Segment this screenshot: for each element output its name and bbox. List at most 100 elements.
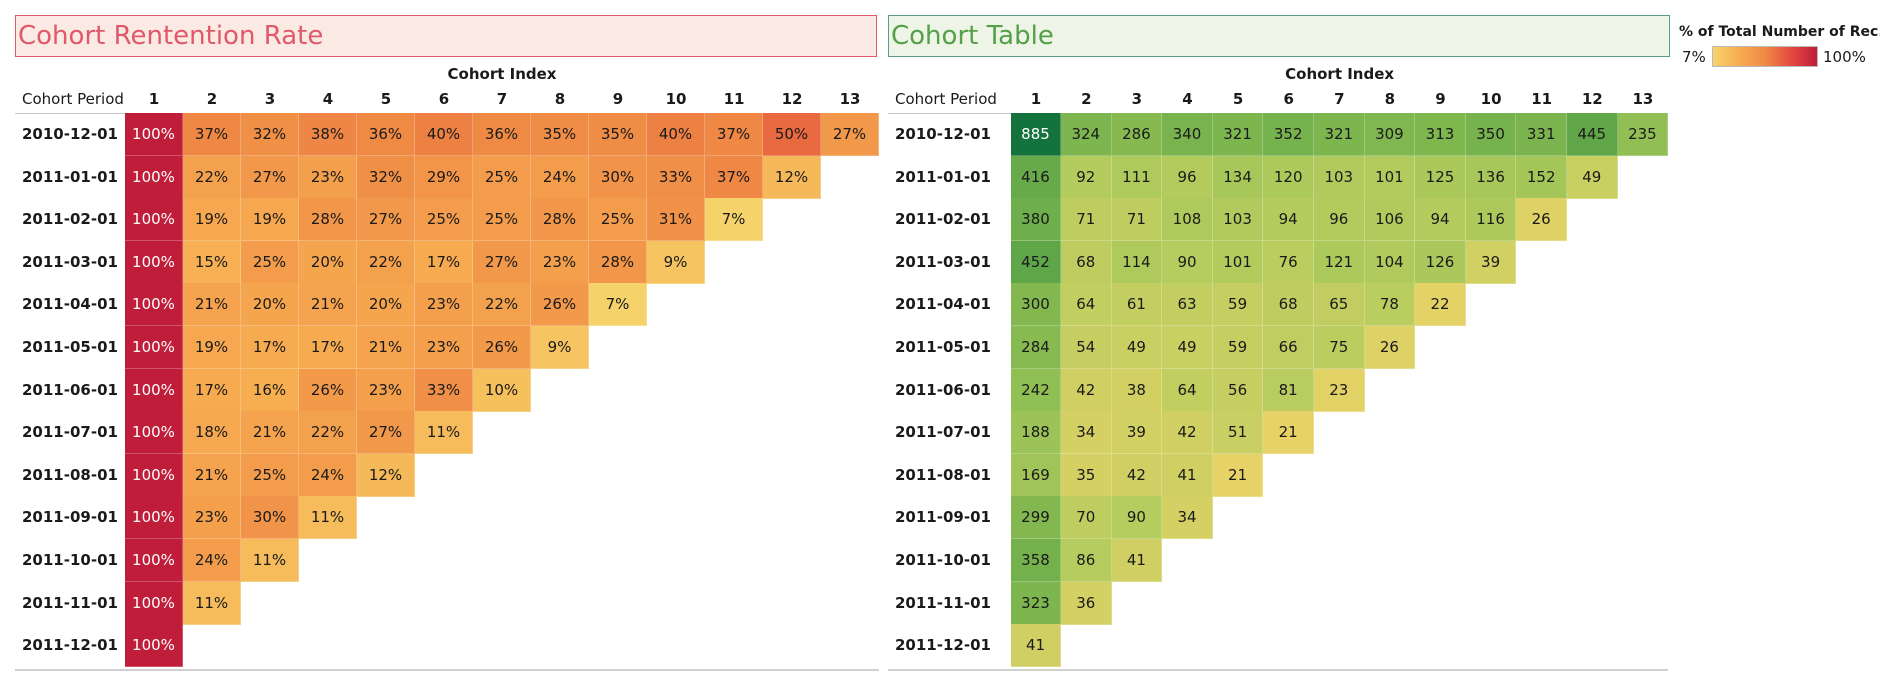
- heatmap-cell: 313: [1415, 113, 1466, 157]
- heatmap-cell: 100%: [125, 581, 183, 625]
- heatmap-cell: 134: [1212, 155, 1264, 199]
- heatmap-cell: 17%: [241, 326, 299, 370]
- heatmap-cell: 23%: [415, 326, 473, 370]
- heatmap-cell: 20%: [299, 240, 357, 284]
- heatmap-cell: 70: [1061, 496, 1112, 540]
- heatmap-cell: 23%: [531, 240, 589, 284]
- heatmap-cell: 19%: [183, 198, 241, 242]
- heatmap-cell: 11%: [299, 496, 357, 540]
- heatmap-cell: 416: [1011, 155, 1061, 199]
- heatmap-cell: 323: [1011, 581, 1061, 625]
- heatmap-cell: 65: [1314, 283, 1365, 327]
- heatmap-cell: 22%: [357, 240, 415, 284]
- row-label: 2011-01-01: [895, 167, 991, 186]
- row-label: 2011-08-01: [22, 465, 118, 484]
- heatmap-cell: 54: [1061, 326, 1112, 370]
- heatmap-cell: 16%: [241, 368, 299, 412]
- heatmap-cell: 32%: [357, 155, 415, 199]
- heatmap-cell: 21%: [183, 453, 241, 497]
- heatmap-cell: 31%: [647, 198, 705, 242]
- column-header: 1: [148, 90, 160, 108]
- heatmap-cell: 21%: [241, 411, 299, 455]
- heatmap-cell: 38: [1111, 368, 1163, 412]
- column-header: 6: [1283, 90, 1294, 108]
- heatmap-cell: 41: [1111, 539, 1163, 583]
- heatmap-cell: 11%: [183, 581, 241, 625]
- heatmap-cell: 39: [1465, 240, 1517, 284]
- heatmap-cell: 68: [1061, 240, 1112, 284]
- heatmap-cell: 15%: [183, 240, 241, 284]
- row-label: 2011-08-01: [895, 465, 991, 484]
- row-label: 2011-12-01: [22, 636, 118, 655]
- heatmap-cell: 34: [1162, 496, 1213, 540]
- heatmap-cell: 24%: [299, 453, 357, 497]
- heatmap-cell: 76: [1263, 240, 1314, 284]
- heatmap-cell: 49: [1162, 326, 1213, 370]
- heatmap-cell: 120: [1263, 155, 1314, 199]
- heatmap-cell: 92: [1061, 155, 1112, 199]
- heatmap-cell: 39: [1111, 411, 1163, 455]
- row-label: 2011-02-01: [22, 210, 118, 229]
- heatmap-cell: 66: [1263, 326, 1314, 370]
- heatmap-cell: 235: [1617, 113, 1669, 157]
- heatmap-cell: 309: [1364, 113, 1416, 157]
- heatmap-cell: 106: [1364, 198, 1416, 242]
- heatmap-cell: 68: [1263, 283, 1314, 327]
- heatmap-cell: 100%: [125, 496, 183, 540]
- heatmap-cell: 358: [1011, 539, 1061, 583]
- heatmap-cell: 24%: [531, 155, 589, 199]
- heatmap-cell: 38%: [299, 113, 357, 157]
- heatmap-cell: 321: [1212, 113, 1264, 157]
- column-header: 13: [1632, 90, 1654, 108]
- cohort-index-axis-title: Cohort Index: [447, 65, 557, 83]
- heatmap-cell: 25%: [241, 240, 299, 284]
- heatmap-cell: 49: [1111, 326, 1163, 370]
- heatmap-cell: 26%: [473, 326, 531, 370]
- row-label: 2011-09-01: [895, 508, 991, 527]
- column-header: 12: [781, 90, 803, 108]
- heatmap-cell: 59: [1212, 326, 1264, 370]
- heatmap-cell: 30%: [589, 155, 647, 199]
- column-header: 8: [554, 90, 566, 108]
- heatmap-cell: 350: [1465, 113, 1517, 157]
- row-label: 2011-10-01: [22, 551, 118, 569]
- row-label: 2011-03-01: [22, 252, 118, 271]
- heatmap-cell: 30%: [241, 496, 299, 540]
- heatmap-cell: 100%: [125, 411, 183, 455]
- heatmap-cell: 81: [1263, 368, 1314, 412]
- heatmap-cell: 126: [1415, 240, 1466, 284]
- table-bottom-border: [888, 668, 1668, 671]
- column-header: 10: [1480, 90, 1502, 108]
- heatmap-cell: 286: [1111, 113, 1163, 157]
- heatmap-cell: 111: [1111, 155, 1163, 199]
- heatmap-cell: 452: [1011, 240, 1061, 284]
- heatmap-cell: 33%: [415, 368, 473, 412]
- row-label: 2011-01-01: [22, 167, 118, 186]
- row-label: 2010-12-01: [895, 125, 991, 143]
- heatmap-cell: 121: [1314, 240, 1365, 284]
- heatmap-cell: 100%: [125, 198, 183, 242]
- row-label: 2011-06-01: [895, 380, 991, 399]
- heatmap-cell: 28%: [589, 240, 647, 284]
- heatmap-cell: 34: [1061, 411, 1112, 455]
- heatmap-cell: 100%: [125, 240, 183, 284]
- column-header: 4: [1182, 90, 1193, 108]
- heatmap-cell: 40%: [415, 113, 473, 157]
- heatmap-cell: 12%: [357, 453, 415, 497]
- heatmap-cell: 50%: [763, 113, 821, 157]
- heatmap-cell: 96: [1162, 155, 1213, 199]
- heatmap-cell: 21%: [299, 283, 357, 327]
- heatmap-cell: 61: [1111, 283, 1163, 327]
- heatmap-cell: 17%: [299, 326, 357, 370]
- heatmap-cell: 27%: [357, 198, 415, 242]
- heatmap-cell: 108: [1162, 198, 1213, 242]
- heatmap-cell: 29%: [415, 155, 473, 199]
- row-label: 2011-09-01: [22, 508, 118, 527]
- heatmap-cell: 27%: [473, 240, 531, 284]
- heatmap-cell: 21: [1212, 453, 1264, 497]
- heatmap-cell: 96: [1314, 198, 1365, 242]
- heatmap-cell: 25%: [473, 155, 531, 199]
- heatmap-cell: 12%: [763, 155, 821, 199]
- heatmap-cell: 299: [1011, 496, 1061, 540]
- heatmap-cell: 90: [1111, 496, 1163, 540]
